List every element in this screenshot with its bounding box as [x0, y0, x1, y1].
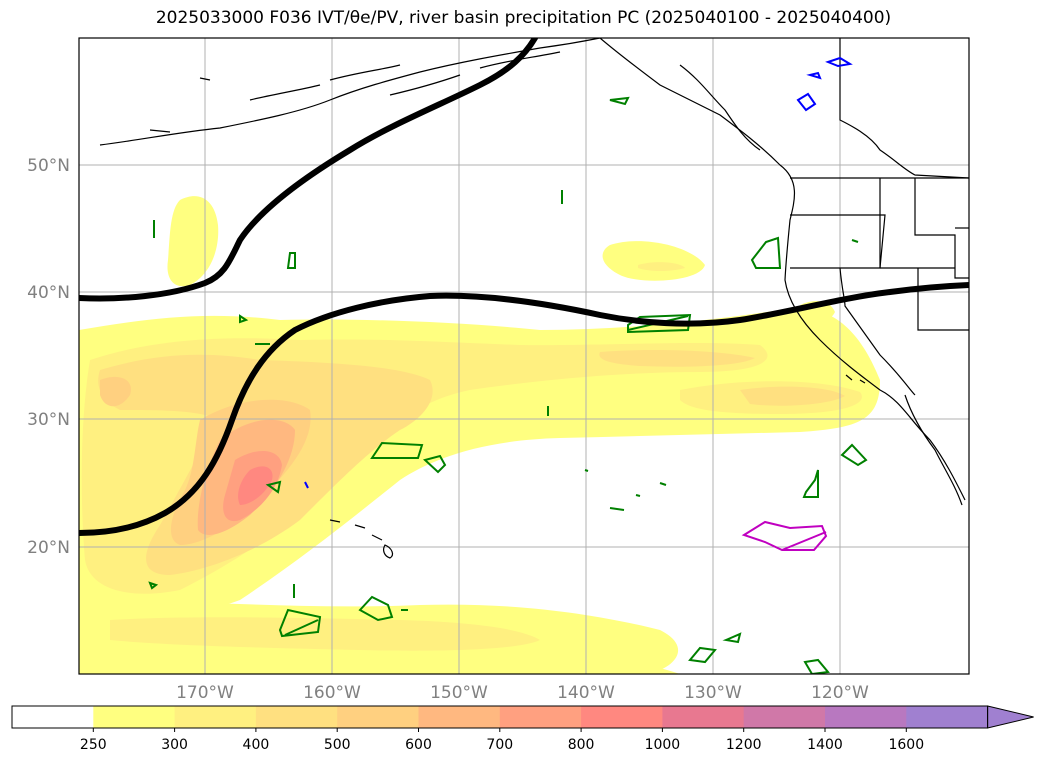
magenta-contours: [741, 520, 828, 551]
green-contours: [148, 96, 868, 674]
colorbar-segment: [93, 706, 176, 728]
colorbar-tick-label: 1200: [726, 737, 762, 753]
lat-label-20n: 20°N: [27, 538, 70, 558]
blue-contours: [304, 56, 853, 489]
graticule: [79, 38, 969, 674]
lon-label-120w: 120°W: [811, 683, 869, 703]
colorbar-segment: [337, 706, 419, 728]
colorbar-tick-label: 600: [405, 737, 432, 753]
map-area: [79, 38, 969, 674]
longitude-labels: 170°W 160°W 150°W 140°W 130°W 120°W: [176, 683, 869, 703]
colorbar: 250 300 400 500 600 700 800 1000 1200 1400 1600: [11, 705, 1034, 753]
colorbar-tick-label: 1600: [888, 737, 924, 753]
colorbar-segment: [418, 706, 501, 728]
lat-label-30n: 30°N: [27, 410, 70, 430]
ivt-shading: [79, 196, 880, 674]
colorbar-tick-label: 700: [486, 737, 513, 753]
colorbar-segment: [743, 706, 826, 728]
lon-label-150w: 150°W: [430, 683, 488, 703]
colorbar-tick-label: 800: [568, 737, 595, 753]
lon-label-130w: 130°W: [684, 683, 742, 703]
colorbar-segment: [906, 706, 989, 728]
lon-label-160w: 160°W: [303, 683, 361, 703]
colorbar-segment: [12, 706, 94, 728]
colorbar-tick-label: 300: [161, 737, 188, 753]
colorbar-segment: [662, 706, 745, 728]
colorbar-segment: [581, 706, 663, 728]
lon-label-170w: 170°W: [176, 683, 234, 703]
colorbar-extend-arrow: [987, 705, 1034, 729]
colorbar-tick-label: 250: [80, 737, 107, 753]
colorbar-segment: [174, 706, 257, 728]
map-frame: [78, 37, 970, 675]
coastlines: [99, 38, 969, 559]
lat-label-40n: 40°N: [27, 283, 70, 303]
colorbar-tick-label: 1400: [807, 737, 843, 753]
lat-label-50n: 50°N: [27, 156, 70, 176]
lon-label-140w: 140°W: [557, 683, 615, 703]
colorbar-tick-label: 500: [324, 737, 351, 753]
plot-title: 2025033000 F036 IVT/θe/PV, river basin p…: [155, 8, 892, 28]
colorbar-segment: [825, 706, 907, 728]
theta-e-contours: [79, 38, 969, 536]
colorbar-segment: [255, 706, 338, 728]
colorbar-segment: [499, 706, 582, 728]
colorbar-tick-label: 400: [243, 737, 270, 753]
latitude-labels: 50°N 40°N 30°N 20°N: [27, 156, 70, 558]
colorbar-tick-label: 1000: [645, 737, 681, 753]
